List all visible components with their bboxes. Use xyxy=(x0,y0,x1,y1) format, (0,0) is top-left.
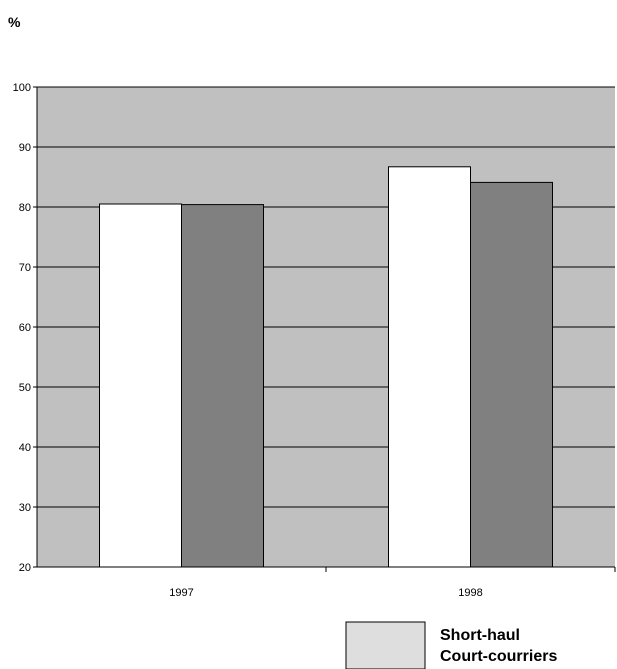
y-tick-label: 50 xyxy=(19,382,31,394)
y-tick-label: 60 xyxy=(19,322,31,334)
bar-1997-series-2 xyxy=(181,204,264,568)
y-tick-label: 90 xyxy=(19,142,31,154)
y-tick-label: 40 xyxy=(19,442,31,454)
bar-1998-series-1 xyxy=(388,166,471,568)
legend-label-line-1: Short-haul xyxy=(440,627,520,644)
x-axis-ticks: 1997 1998 xyxy=(169,567,616,599)
x-tick-label: 1997 xyxy=(169,587,193,599)
legend-label-line-2: Court-courriers xyxy=(440,648,557,665)
bar-1998-series-2 xyxy=(470,181,553,568)
y-tick-label: 30 xyxy=(19,502,31,514)
y-axis-ticks: 20 30 40 50 60 70 80 90 100 xyxy=(13,82,37,574)
legend: Short-haul Court-courriers xyxy=(345,621,557,669)
y-tick-label: 20 xyxy=(19,562,31,574)
y-tick-label: 80 xyxy=(19,202,31,214)
x-tick-label: 1998 xyxy=(458,587,482,599)
bars xyxy=(99,166,553,568)
legend-swatch xyxy=(345,621,426,669)
y-tick-label: 100 xyxy=(13,82,31,94)
y-axis-unit-label: % xyxy=(8,14,21,30)
bar-1997-series-1 xyxy=(99,203,182,568)
y-tick-label: 70 xyxy=(19,262,31,274)
